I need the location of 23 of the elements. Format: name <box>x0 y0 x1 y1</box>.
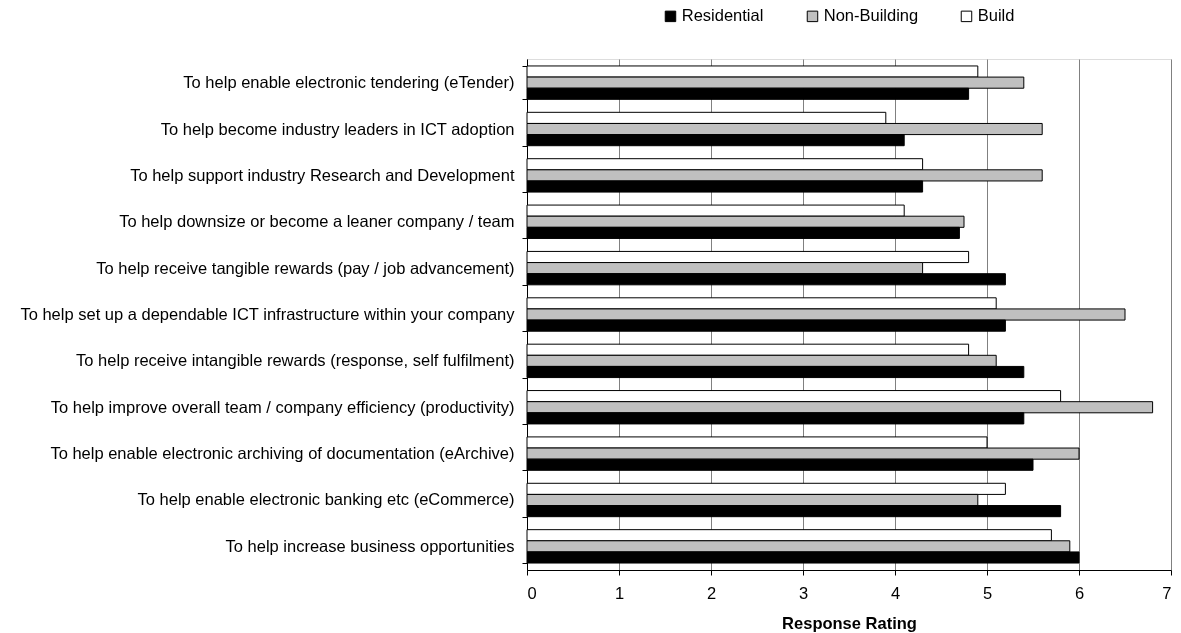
y-tick-label: To help receive tangible rewards (pay / job advancement) <box>96 258 515 277</box>
legend-label: Residential <box>681 6 764 25</box>
y-tick-label: To help become industry leaders in ICT adoption <box>160 119 515 138</box>
x-axis-title: Response Rating <box>782 614 917 632</box>
y-tick-label: To help receive intangible rewards (response, self fulfilment) <box>76 351 515 370</box>
x-tick-label: 0 <box>527 583 537 602</box>
y-tick-label: To help set up a dependable ICT infrastructure within your company <box>20 305 516 323</box>
y-tick-label: To help support industry Research and Development <box>130 165 515 184</box>
x-tick-label: 2 <box>706 583 717 602</box>
x-tick-label: 6 <box>1074 583 1085 602</box>
y-tick-label: To help increase business opportunities <box>225 536 515 555</box>
legend-label: Build <box>977 6 1015 25</box>
x-tick-label: 3 <box>798 583 809 602</box>
x-tick-label: 1 <box>614 583 625 602</box>
y-tick-label: To help improve overall team / company efficiency (productivity) <box>50 397 515 416</box>
y-tick-label: To help enable electronic archiving of documentation (eArchive) <box>50 444 515 463</box>
x-tick-label: 5 <box>982 583 993 602</box>
y-tick-label: To help enable electronic banking etc (eCommerce) <box>137 490 515 509</box>
x-tick-label: 7 <box>1162 583 1172 602</box>
y-tick-label: To help enable electronic tendering (eTender) <box>183 73 515 92</box>
x-tick-label: 4 <box>890 583 901 602</box>
legend-label: Non-Building <box>823 6 919 25</box>
y-tick-label: To help downsize or become a leaner company / team <box>119 212 515 231</box>
